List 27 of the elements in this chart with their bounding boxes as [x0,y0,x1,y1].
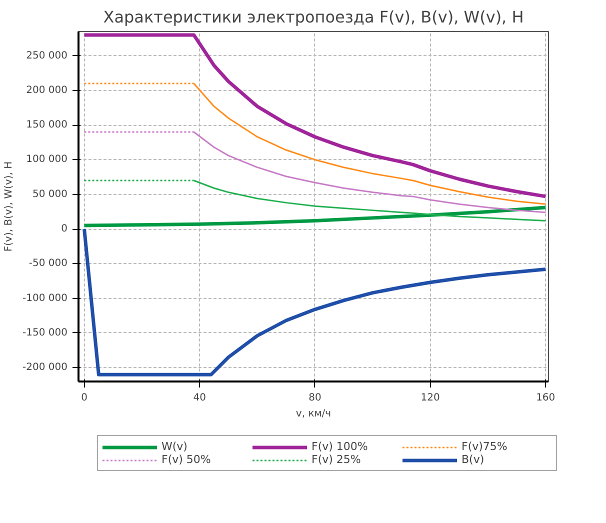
x-tick-label: 120 [420,392,440,404]
legend-label: F(v) 50% [162,453,212,466]
x-tick-label: 0 [81,392,88,404]
x-tick-label: 160 [536,392,556,404]
legend-label: F(v) 100% [312,440,369,453]
chart-title: Характеристики электропоезда F(v), B(v), W(v), H [103,8,524,26]
legend-label: B(v) [462,453,486,466]
line-series [82,33,548,198]
line-series [82,227,548,376]
x-tick-label: 40 [193,392,206,404]
y-tick-label: -50 000 [28,258,68,270]
y-tick-label: 0 [61,224,68,235]
y-tick-label: 150 000 [26,120,68,131]
x-tick-label: 80 [308,392,322,404]
y-tick-label: 50 000 [32,188,68,200]
y-tick-label: 100 000 [26,154,68,166]
y-tick-label: -150 000 [22,327,68,338]
legend-label: F(v) 25% [312,453,362,466]
legend-label: F(v)75% [462,440,508,453]
x-axis-title: v, км/ч [296,408,332,420]
y-axis-title: F(v), B(v), W(v), H [4,161,15,252]
y-tick-label: 250 000 [26,50,68,62]
y-tick-label: -100 000 [22,292,68,304]
legend-label: W(v) [162,440,188,453]
y-tick-label: -200 000 [22,362,68,374]
y-tick-label: 200 000 [26,84,68,96]
line-series [82,206,548,228]
